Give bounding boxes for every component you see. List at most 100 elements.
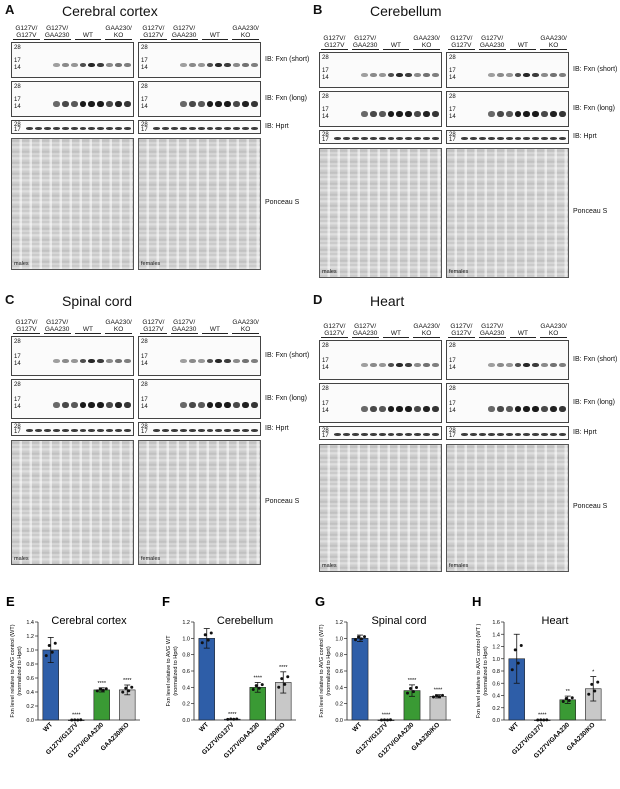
panel-letter: B bbox=[313, 2, 323, 17]
mw-marker: 14 bbox=[322, 408, 329, 414]
protein-band bbox=[79, 401, 87, 408]
mw-marker: 28 bbox=[449, 343, 456, 349]
mw-marker: 17 bbox=[141, 97, 148, 104]
protein-band bbox=[70, 101, 78, 108]
data-point bbox=[76, 718, 80, 722]
ib-label: IB: Fxn (long) bbox=[573, 399, 616, 406]
lane-group-underline bbox=[321, 337, 348, 338]
lane-group-underline bbox=[232, 333, 259, 334]
protein-band bbox=[487, 72, 495, 77]
protein-band bbox=[52, 428, 60, 432]
protein-band bbox=[188, 62, 196, 67]
protein-band bbox=[215, 401, 223, 408]
significance-label: * bbox=[592, 670, 595, 676]
blot-strip-short: 28 17 14 bbox=[138, 42, 261, 78]
lane-group-label: G127V/ G127V bbox=[9, 23, 44, 39]
lane-group-label: G127V/ GAA230 bbox=[475, 33, 510, 49]
lane-group-underline bbox=[170, 39, 198, 40]
data-point bbox=[383, 718, 386, 722]
protein-band bbox=[487, 136, 495, 140]
protein-band bbox=[188, 101, 196, 108]
protein-band bbox=[52, 62, 60, 67]
significance-label: **** bbox=[123, 678, 132, 684]
lane-group-text: G127V/ GAA230 bbox=[352, 35, 378, 49]
data-point bbox=[44, 654, 48, 658]
lane-group-underline bbox=[478, 337, 506, 338]
protein-band bbox=[197, 359, 205, 363]
data-point bbox=[386, 718, 389, 722]
protein-band bbox=[97, 428, 105, 432]
mw-marker: 17 bbox=[449, 68, 456, 75]
lane-group-text: G127V/ GAA230 bbox=[171, 319, 197, 333]
lane-group-underline bbox=[413, 337, 440, 338]
lane-group-underline bbox=[413, 49, 440, 50]
mw-marker: 14 bbox=[141, 103, 148, 110]
data-point bbox=[104, 687, 108, 691]
panel-letter: A bbox=[5, 2, 15, 17]
ponceau-lanes bbox=[12, 139, 133, 269]
protein-band bbox=[88, 101, 96, 108]
protein-band bbox=[242, 101, 250, 108]
y-tick-label: 0.6 bbox=[335, 669, 343, 675]
protein-band bbox=[34, 126, 42, 130]
protein-band bbox=[505, 72, 513, 77]
protein-band bbox=[206, 101, 214, 108]
protein-band bbox=[106, 62, 114, 67]
data-point bbox=[121, 690, 125, 694]
panel-letter: D bbox=[313, 292, 323, 307]
protein-band bbox=[179, 62, 187, 67]
data-point bbox=[95, 689, 99, 693]
panel-letter: C bbox=[5, 292, 15, 307]
mw-marker: 28 bbox=[14, 45, 21, 51]
ponceau-stain: females bbox=[446, 148, 569, 278]
protein-band bbox=[351, 432, 359, 436]
data-point bbox=[570, 696, 574, 700]
mw-marker: 14 bbox=[14, 103, 21, 110]
protein-band bbox=[541, 72, 549, 77]
protein-band bbox=[369, 111, 377, 118]
lane-group-label: GAA230/ KO bbox=[409, 33, 444, 49]
data-point bbox=[209, 631, 213, 635]
protein-band bbox=[224, 359, 232, 363]
protein-band bbox=[161, 428, 169, 432]
lane-group-text: GAA230/ KO bbox=[413, 323, 440, 337]
lane-group-underline bbox=[140, 333, 167, 334]
protein-band bbox=[469, 432, 477, 436]
y-axis-label-line: Fxn level relative to AVG control (WT ) bbox=[476, 624, 482, 719]
protein-band bbox=[360, 72, 368, 77]
protein-band bbox=[514, 136, 522, 140]
data-point bbox=[127, 689, 131, 693]
mw-marker: 17 bbox=[141, 396, 148, 403]
protein-band bbox=[224, 126, 232, 130]
blot-strip-hprt: 28 17 bbox=[138, 422, 261, 436]
lane-group-text: GAA230/ KO bbox=[105, 319, 132, 333]
mw-marker: 17 bbox=[141, 127, 148, 133]
ponceau-stain: females bbox=[138, 138, 261, 270]
protein-band bbox=[396, 405, 404, 412]
mw-marker: 28 bbox=[141, 84, 148, 90]
data-point bbox=[542, 718, 546, 722]
protein-band bbox=[487, 405, 495, 412]
data-point bbox=[510, 668, 514, 672]
protein-band bbox=[360, 136, 368, 140]
lane-group-label: WT bbox=[198, 23, 233, 39]
protein-band bbox=[523, 405, 531, 412]
protein-band bbox=[251, 428, 259, 432]
lane-group-label: WT bbox=[506, 321, 541, 337]
lane-group-underline bbox=[43, 39, 71, 40]
data-point bbox=[232, 717, 236, 721]
bar bbox=[224, 718, 241, 721]
mw-marker: 28 bbox=[322, 94, 329, 100]
lane-group-label: WT bbox=[71, 317, 106, 333]
sex-label: females bbox=[141, 556, 161, 562]
protein-band bbox=[224, 101, 232, 108]
protein-band bbox=[124, 401, 132, 408]
protein-band bbox=[405, 432, 413, 436]
lane-group-text: G127V/ G127V bbox=[142, 25, 165, 39]
protein-band bbox=[242, 428, 250, 432]
blot-strip-short: 28 17 14 bbox=[138, 336, 261, 376]
mw-marker: 17 bbox=[449, 433, 456, 439]
lane-group-text: G127V/ GAA230 bbox=[44, 319, 70, 333]
protein-band bbox=[523, 111, 531, 118]
protein-band bbox=[414, 111, 422, 118]
